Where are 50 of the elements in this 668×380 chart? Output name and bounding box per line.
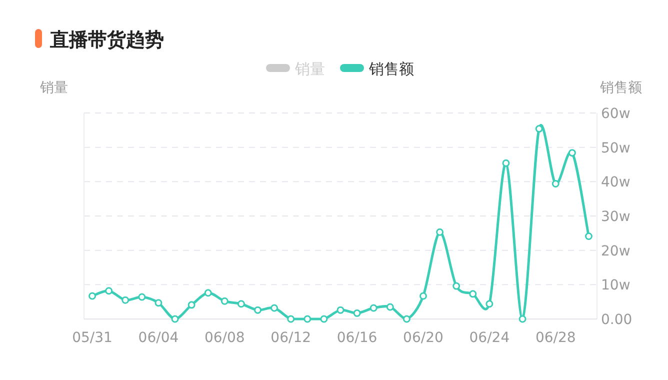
y2-tick-label: 50w [601,140,630,156]
y2-axis-title: 销售额 [599,80,642,96]
point [402,315,410,323]
point [220,297,228,305]
point [188,301,196,309]
x-tick-label: 05/31 [72,330,112,346]
chart-title: 直播带货趋势 [49,29,164,51]
point [419,292,427,300]
point [452,282,460,290]
legend-label: 销售额 [368,60,414,78]
y2-tick-label: 10w [601,278,630,294]
point [518,315,526,323]
x-tick-label: 06/28 [535,330,576,346]
point [171,315,179,323]
y2-tick-label: 30w [601,209,630,225]
y2-tick-label: 0.00 [601,312,632,328]
x-tick-label: 06/24 [469,330,510,346]
point [568,149,576,157]
point [436,228,444,236]
point [105,287,113,295]
point [336,306,344,314]
point [287,315,295,323]
point [552,180,560,188]
point [237,300,245,308]
point [154,299,162,307]
point [386,303,394,311]
point [535,125,543,133]
x-tick-label: 06/20 [403,330,444,346]
point [138,293,146,301]
point [270,304,278,312]
x-tick-label: 06/16 [336,330,378,346]
y2-tick-label: 40w [601,174,630,191]
x-tick-label: 06/12 [270,330,312,346]
y-axis-title: 销量 [39,80,68,96]
point [88,292,96,300]
point [353,309,361,317]
point [584,232,592,240]
point [122,296,130,304]
y2-tick-label: 20w [601,243,630,260]
point [370,304,378,312]
point [320,315,328,323]
point [254,306,262,314]
x-tick-label: 06/08 [204,330,245,346]
point [486,300,494,308]
x-tick-label: 06/04 [138,330,179,346]
point [469,290,477,298]
y2-tick-label: 60w [601,106,630,122]
point [204,289,212,297]
point [502,159,510,167]
point [304,315,312,323]
